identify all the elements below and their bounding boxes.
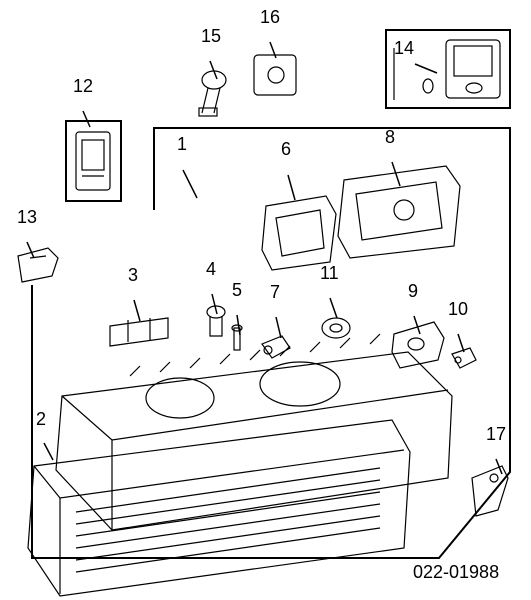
callout-15: 15 (201, 26, 221, 47)
inset-boxes (66, 30, 510, 201)
part-grommet (322, 318, 350, 338)
callout-2: 2 (36, 409, 46, 430)
callout-13: 13 (17, 207, 37, 228)
callout-14: 14 (394, 38, 414, 59)
parts-diagram: 1234567891011121314151617 022-01988 (0, 0, 531, 600)
parts-sketches (18, 40, 508, 596)
part-bracket-left (18, 248, 58, 282)
callout-1: 1 (177, 134, 187, 155)
callout-9: 9 (408, 281, 418, 302)
callout-4: 4 (206, 259, 216, 280)
callout-7: 7 (270, 282, 280, 303)
callout-11: 11 (320, 263, 339, 284)
callout-10: 10 (448, 299, 468, 320)
part-number: 022-01988 (413, 562, 499, 583)
callout-17: 17 (486, 424, 506, 445)
part-cover-large (338, 166, 460, 258)
part-igniter (199, 71, 226, 116)
part-clip (110, 318, 168, 346)
part-bulb-small (452, 348, 476, 368)
callout-8: 8 (385, 127, 395, 148)
part-module (76, 132, 110, 190)
part-control (254, 55, 296, 95)
diagram-outline (32, 128, 510, 558)
callout-6: 6 (281, 139, 291, 160)
callout-3: 3 (128, 265, 138, 286)
part-bracket-right (472, 466, 508, 516)
callout-16: 16 (260, 7, 280, 28)
part-trim (28, 420, 410, 596)
part-motor (392, 322, 444, 368)
part-cover-small (262, 196, 336, 270)
leader-lines (27, 42, 502, 474)
part-screw (207, 306, 225, 336)
part-pin (232, 325, 242, 350)
part-bulb (262, 336, 290, 358)
callout-5: 5 (232, 280, 242, 301)
part-headlamp-housing (56, 334, 452, 530)
callout-12: 12 (73, 76, 93, 97)
